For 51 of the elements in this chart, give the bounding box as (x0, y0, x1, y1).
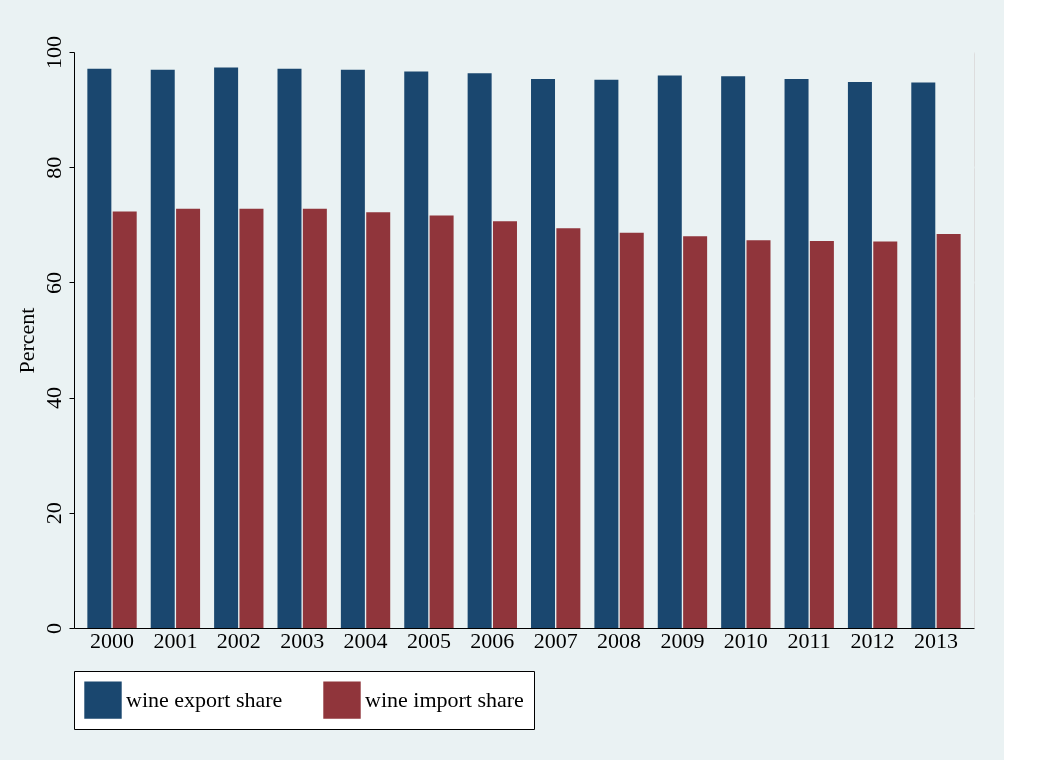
bar (746, 240, 771, 628)
bar (404, 71, 429, 628)
x-tick-label: 2010 (723, 627, 768, 653)
x-tick-label: 2008 (597, 627, 642, 653)
x-tick-label: 2013 (913, 627, 958, 653)
legend-label: wine import share (365, 687, 524, 713)
x-tick-label: 2000 (90, 627, 135, 653)
bar (847, 81, 872, 628)
x-tick-label: 2002 (216, 627, 261, 653)
bar (467, 73, 492, 628)
bar (492, 221, 517, 628)
y-tick-label: 60 (40, 271, 66, 294)
bar (619, 232, 644, 628)
y-axis-title: Percent (13, 307, 39, 374)
bar (594, 79, 619, 628)
x-tick-label: 2001 (153, 627, 198, 653)
bar (176, 208, 201, 628)
bar (721, 76, 746, 628)
bar (214, 67, 239, 628)
y-tick-label: 0 (40, 623, 66, 634)
bar (936, 234, 961, 628)
bar (784, 79, 809, 628)
x-tick-label: 2004 (343, 627, 388, 653)
x-tick-label: 2005 (406, 627, 451, 653)
bar (429, 215, 454, 628)
y-tick-label: 80 (40, 156, 66, 179)
bar (239, 208, 264, 628)
x-tick-label: 2006 (470, 627, 515, 653)
x-tick-label: 2009 (660, 627, 705, 653)
bar (809, 240, 834, 628)
legend-label: wine export share (126, 687, 283, 713)
bar (556, 228, 581, 628)
bar (112, 211, 137, 628)
bar (366, 212, 391, 628)
bar (873, 241, 898, 628)
bar (277, 68, 302, 628)
x-tick-label: 2011 (787, 627, 831, 653)
bar (87, 68, 112, 628)
y-tick-label: 40 (40, 387, 66, 410)
x-tick-label: 2007 (533, 627, 578, 653)
bar (150, 69, 175, 628)
y-tick-label: 20 (40, 502, 66, 525)
bar (657, 75, 682, 628)
bar (531, 79, 556, 628)
x-tick-label: 2012 (850, 627, 895, 653)
x-tick-label: 2003 (280, 627, 325, 653)
bar (683, 236, 708, 628)
bar (340, 69, 365, 628)
bar (302, 208, 327, 628)
y-tick-label: 100 (40, 36, 66, 69)
bar (911, 82, 936, 628)
